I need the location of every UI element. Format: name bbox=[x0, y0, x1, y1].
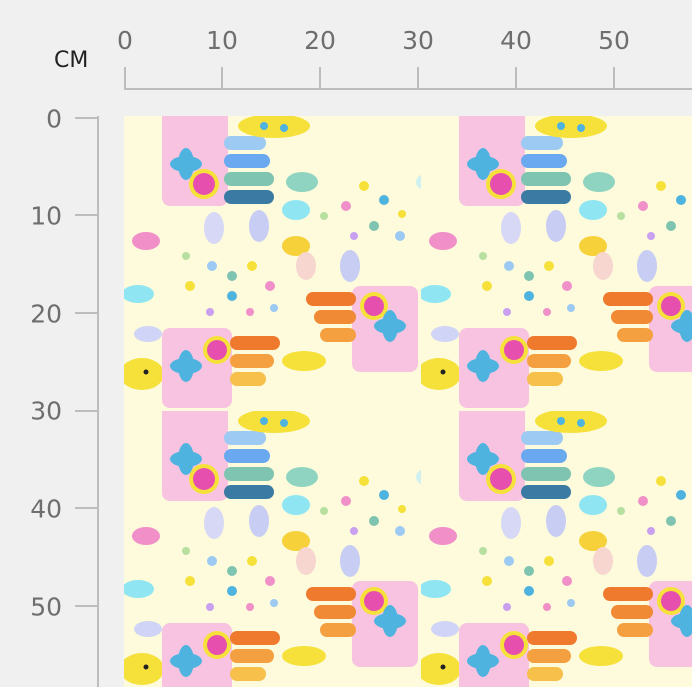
left-ruler-label: 0 bbox=[46, 104, 62, 134]
left-ruler-line bbox=[97, 116, 99, 687]
top-ruler-line bbox=[124, 88, 692, 90]
top-ruler-label: 10 bbox=[206, 26, 238, 55]
top-ruler-label: 20 bbox=[304, 26, 336, 55]
top-ruler-label: 40 bbox=[500, 26, 532, 55]
ruler-tick bbox=[417, 67, 419, 89]
top-ruler-label: 30 bbox=[402, 26, 434, 55]
left-ruler-label: 30 bbox=[30, 396, 62, 426]
ruler-tick bbox=[75, 312, 98, 314]
ruler-tick bbox=[319, 67, 321, 89]
ruler-tick bbox=[613, 67, 615, 89]
unit-label: CM bbox=[54, 48, 89, 73]
ruler-tick bbox=[75, 410, 98, 412]
top-ruler-label: 0 bbox=[117, 26, 133, 55]
left-ruler-label: 50 bbox=[30, 592, 62, 622]
ruler-tick bbox=[75, 507, 98, 509]
left-ruler-label: 10 bbox=[30, 201, 62, 231]
fabric-pattern-preview bbox=[124, 116, 692, 687]
ruler-tick bbox=[515, 67, 517, 89]
ruler-tick bbox=[124, 67, 126, 89]
left-ruler-label: 20 bbox=[30, 299, 62, 329]
left-ruler-label: 40 bbox=[30, 494, 62, 524]
ruler-tick bbox=[75, 605, 98, 607]
ruler-tick bbox=[221, 67, 223, 89]
fabric-pattern-fill bbox=[124, 116, 692, 687]
top-ruler-label: 50 bbox=[598, 26, 630, 55]
ruler-tick bbox=[75, 117, 98, 119]
ruler-tick bbox=[75, 214, 98, 216]
